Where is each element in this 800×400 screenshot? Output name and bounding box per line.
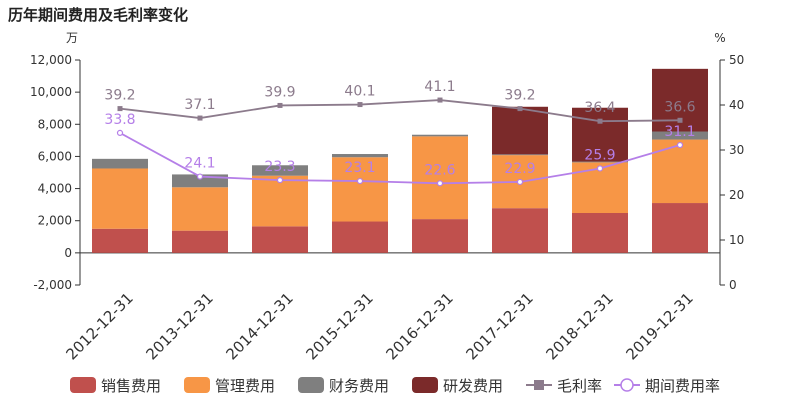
legend-label: 研发费用 bbox=[443, 377, 503, 395]
legend-label: 销售费用 bbox=[101, 377, 161, 395]
data-label: 25.9 bbox=[584, 147, 615, 163]
line-point bbox=[117, 106, 123, 112]
line-point bbox=[276, 177, 284, 184]
line-point bbox=[277, 102, 283, 108]
left-tick-label: 10,000 bbox=[30, 85, 72, 99]
x-tick-label: 2015-12-31 bbox=[302, 289, 376, 363]
right-tick-label: 50 bbox=[729, 53, 744, 67]
right-tick-label: 0 bbox=[729, 278, 737, 292]
left-tick-label: 8,000 bbox=[38, 117, 72, 131]
bar-segment bbox=[412, 134, 468, 137]
bar-segment bbox=[92, 228, 148, 253]
data-label: 36.4 bbox=[584, 100, 615, 116]
legend-label: 毛利率 bbox=[557, 377, 602, 395]
left-tick-label: 0 bbox=[64, 246, 72, 260]
line-point bbox=[676, 141, 684, 149]
left-tick-label: 12,000 bbox=[30, 53, 72, 67]
bar-segment bbox=[492, 208, 548, 253]
left-tick-label: -2,000 bbox=[33, 278, 72, 292]
data-label: 33.8 bbox=[104, 112, 135, 128]
bar-segment bbox=[252, 165, 308, 176]
bar-segment bbox=[332, 221, 388, 253]
line-point bbox=[357, 102, 363, 108]
left-axis-unit: 万 bbox=[66, 31, 78, 45]
right-tick-label: 10 bbox=[729, 233, 744, 247]
bar-segment bbox=[652, 131, 708, 140]
legend-swatch bbox=[70, 377, 96, 393]
right-tick-label: 30 bbox=[729, 143, 744, 157]
x-tick-label: 2018-12-31 bbox=[542, 289, 616, 363]
line-point bbox=[116, 129, 124, 136]
bar-segment bbox=[252, 175, 308, 227]
legend-label: 财务费用 bbox=[329, 377, 389, 395]
bar-segment bbox=[92, 168, 148, 229]
bar-segment bbox=[92, 158, 148, 169]
data-labels: 39.2 37.1 39.9 40.1 41.1 39.2 36.4 36.6 33.8 24.1… bbox=[104, 79, 695, 178]
left-tick-label: 6,000 bbox=[38, 149, 72, 163]
bar-segment bbox=[652, 203, 708, 253]
right-tick-label: 40 bbox=[729, 98, 744, 112]
x-tick-label: 2014-12-31 bbox=[222, 289, 296, 363]
data-label: 24.1 bbox=[184, 156, 215, 172]
line-point bbox=[517, 106, 523, 112]
legend-swatch bbox=[412, 377, 438, 393]
legend-swatch bbox=[184, 377, 210, 393]
line-series bbox=[119, 132, 681, 185]
line-point bbox=[437, 97, 443, 103]
bar-segment bbox=[572, 161, 628, 163]
legend-label: 管理费用 bbox=[215, 377, 275, 395]
bars bbox=[92, 68, 708, 253]
data-label: 40.1 bbox=[344, 84, 375, 100]
bar-segment bbox=[172, 187, 228, 231]
line-point bbox=[436, 180, 444, 187]
bar-segment bbox=[332, 157, 388, 222]
data-label: 41.1 bbox=[424, 79, 455, 95]
data-label: 39.2 bbox=[504, 88, 535, 104]
line-point bbox=[197, 115, 203, 121]
line-point bbox=[356, 177, 364, 185]
bar-segment bbox=[572, 213, 628, 253]
line-point bbox=[516, 178, 524, 186]
legend-label: 期间费用率 bbox=[645, 377, 720, 395]
bar-segment bbox=[332, 154, 388, 158]
data-label: 23.3 bbox=[264, 159, 295, 175]
x-tick-label: 2019-12-31 bbox=[622, 289, 696, 363]
bar-segment bbox=[412, 219, 468, 253]
x-tick-label: 2013-12-31 bbox=[142, 289, 216, 363]
chart-title: 历年期间费用及毛利率变化 bbox=[8, 6, 189, 24]
data-label: 36.6 bbox=[664, 99, 695, 115]
left-tick-label: 4,000 bbox=[38, 182, 72, 196]
data-label: 37.1 bbox=[184, 97, 215, 113]
legend-swatch bbox=[298, 377, 324, 393]
line-point bbox=[677, 117, 683, 123]
data-label: 22.9 bbox=[504, 161, 535, 177]
data-label: 39.2 bbox=[104, 88, 135, 104]
line-point bbox=[596, 165, 604, 172]
data-label: 22.6 bbox=[424, 162, 455, 178]
data-label: 23.1 bbox=[344, 160, 375, 176]
bar-segment bbox=[492, 154, 548, 156]
line-series bbox=[119, 99, 681, 123]
bar-segment bbox=[572, 107, 628, 162]
bar-segment bbox=[172, 230, 228, 253]
legend: 销售费用 管理费用 财务费用 研发费用 毛利率 期间费用率 bbox=[70, 377, 720, 395]
legend-marker bbox=[620, 378, 634, 392]
bar-segment bbox=[252, 226, 308, 253]
line-point bbox=[196, 173, 204, 180]
bar-segment bbox=[652, 139, 708, 204]
x-tick-label: 2017-12-31 bbox=[462, 289, 536, 363]
x-tick-label: 2016-12-31 bbox=[382, 289, 456, 363]
bar-segment bbox=[412, 136, 468, 220]
lines bbox=[116, 97, 684, 187]
x-tick-label: 2012-12-31 bbox=[62, 289, 136, 363]
right-axis-unit: % bbox=[714, 31, 725, 45]
data-label: 39.9 bbox=[264, 84, 295, 100]
left-tick-label: 2,000 bbox=[38, 214, 72, 228]
bar-segment bbox=[492, 106, 548, 155]
line-point bbox=[597, 118, 603, 124]
right-tick-label: 20 bbox=[729, 188, 744, 202]
data-label: 31.1 bbox=[664, 124, 695, 140]
legend-marker bbox=[534, 380, 544, 390]
